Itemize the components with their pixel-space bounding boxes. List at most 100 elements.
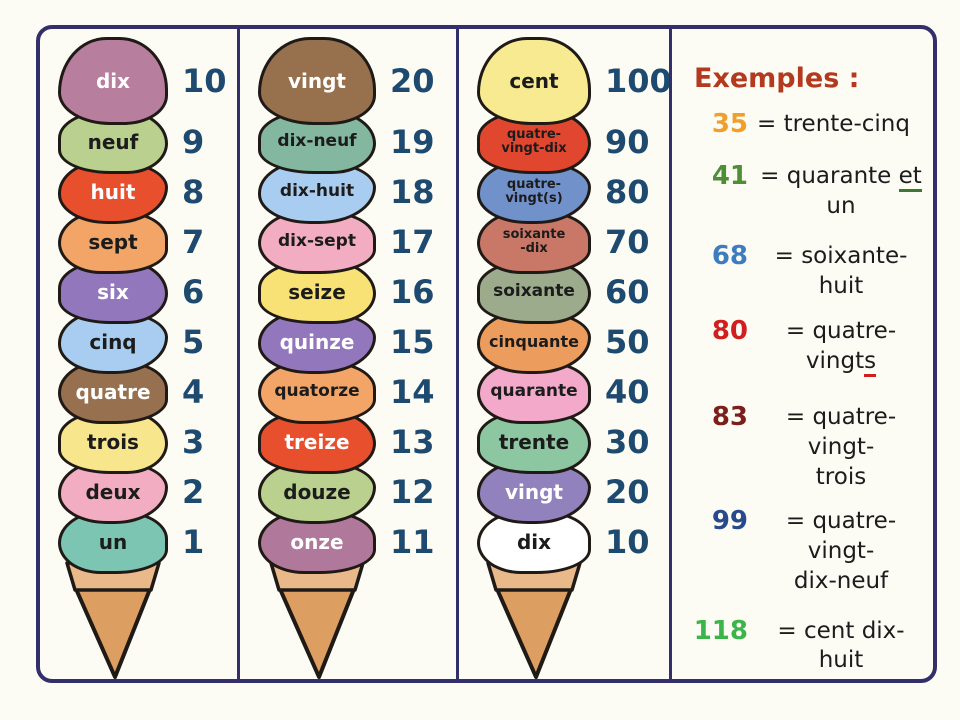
cone-icon [65,561,161,679]
scoop-row: huit 8 [58,160,237,224]
example-number: 41 [711,160,748,191]
scoop-row: vingt 20 [258,37,456,125]
scoop-row: soixante 60 [477,260,669,324]
example-text: = cent dix-huit [757,617,925,677]
scoop-row: dix-neuf 19 [258,110,456,174]
scoop-row: quarante 40 [477,360,669,424]
poster-frame: dix 10 neuf 9 huit 8 sept 7 six 6 cinq 5 quatre 4 troi… [36,25,937,683]
example-text: = soixante-huit [757,242,925,302]
text-segment: = quatre-vingt- dix-neuf [785,507,897,594]
text-segment: un [826,192,856,219]
scoop-label: vingt [287,68,346,93]
scoop-number: 100 [605,62,672,100]
scoop-number: 10 [182,62,227,100]
scoop-label: huit [90,179,136,204]
examples-heading: Exemples : [694,63,860,94]
scoop-treize: treize [258,410,376,474]
scoop-row: un 1 [58,510,237,574]
scoop-number: 9 [182,123,205,161]
scoop-label: quatre [75,379,151,404]
scoop-number: 80 [605,173,650,211]
scoop-row: dix 10 [58,37,237,125]
scoop-row: treize 13 [258,410,456,474]
scoop-label: deux [85,479,141,504]
text-segment: = cent dix-huit [777,617,905,674]
scoop-row: quinze 15 [258,310,456,374]
scoop-number: 5 [182,323,205,361]
scoop-row: cent 100 [477,37,672,125]
scoop-number: 50 [605,323,650,361]
scoop-label: dix-huit [279,181,355,202]
scoop-number: 18 [390,173,435,211]
scoop-number: 30 [605,423,650,461]
cone-icon [486,561,582,679]
scoop-number: 19 [390,123,435,161]
scoop-number: 60 [605,273,650,311]
scoop-label: soixante [493,281,575,302]
scoop-label: trois [87,429,139,454]
scoop-huit: huit [58,160,168,224]
examples-panel: Exemples : 35 = trente-cinq 41 = quarante e… [672,29,933,679]
scoop-label: seize [288,279,346,304]
column-units-1-10: dix 10 neuf 9 huit 8 sept 7 six 6 cinq 5 quatre 4 troi… [40,29,240,679]
scoop-label: dix [95,68,131,93]
scoop-row: quatre- vingt(s) 80 [477,160,669,224]
scoop-row: cinquante 50 [477,310,669,374]
scoop-label: quatorze [274,381,360,402]
example-row-99: 99 = quatre-vingt- dix-neuf [692,505,925,597]
scoop-number: 13 [390,423,435,461]
scoop-row: seize 16 [258,260,456,324]
example-row-41: 41 = quarante et un [692,160,925,222]
scoop-number: 1 [182,523,205,561]
example-row-118: 118 = cent dix-huit [692,615,925,677]
underlined-word: et [898,162,922,192]
scoop-row: cinq 5 [58,310,237,374]
scoop-label: neuf [87,129,139,154]
example-number: 118 [693,615,748,646]
scoop-row: onze 11 [258,510,456,574]
example-text: = quatre-vingts [757,317,925,378]
scoop-label: treize [284,429,350,454]
scoop-label: quarante [490,381,578,402]
scoop-row: soixante -dix 70 [477,210,669,274]
scoop-row: douze 12 [258,460,456,524]
example-text: = trente-cinq [757,110,910,140]
scoop-number: 10 [605,523,650,561]
scoop-label: trente [498,429,570,454]
scoop-row: dix 10 [477,510,669,574]
scoop-number: 11 [390,523,435,561]
scoop-label: quatre- vingt(s) [505,177,563,206]
scoop-cent: cent [477,37,591,125]
scoop-number: 40 [605,373,650,411]
scoop-row: dix-sept 17 [258,210,456,274]
scoop-label: cinquante [489,331,579,351]
scoop-row: trente 30 [477,410,669,474]
scoop-number: 8 [182,173,205,211]
example-text: = quatre-vingt- dix-neuf [757,507,925,597]
scoop-number: 20 [390,62,435,100]
scoop-number: 7 [182,223,205,261]
text-segment: = trente-cinq [757,111,910,137]
text-segment: = quatre-vingt- trois [785,404,897,491]
scoop-label: six [97,279,129,304]
scoop-quatre-vingt(s): quatre- vingt(s) [477,160,591,224]
scoop-row: neuf 9 [58,110,237,174]
scoop-row: quatorze 14 [258,360,456,424]
scoop-number: 6 [182,273,205,311]
example-number: 99 [711,505,748,536]
scoop-label: sept [88,229,138,254]
scoop-number: 4 [182,373,205,411]
example-row-83: 83 = quatre-vingt- trois [692,402,925,493]
scoop-row: quatre 4 [58,360,237,424]
scoop-label: quatre- vingt-dix [501,127,567,156]
scoop-label: dix-neuf [277,131,357,152]
text-segment: = quatre-vingt [785,318,897,375]
example-number: 35 [711,109,748,139]
scoop-douze: douze [258,460,376,524]
example-number: 83 [711,402,748,433]
scoop-label: vingt [504,479,563,504]
scoop-label: soixante -dix [502,227,566,256]
scoop-label: cinq [89,329,137,354]
scoop-row: six 6 [58,260,237,324]
text-segment: = quarante [760,162,899,189]
